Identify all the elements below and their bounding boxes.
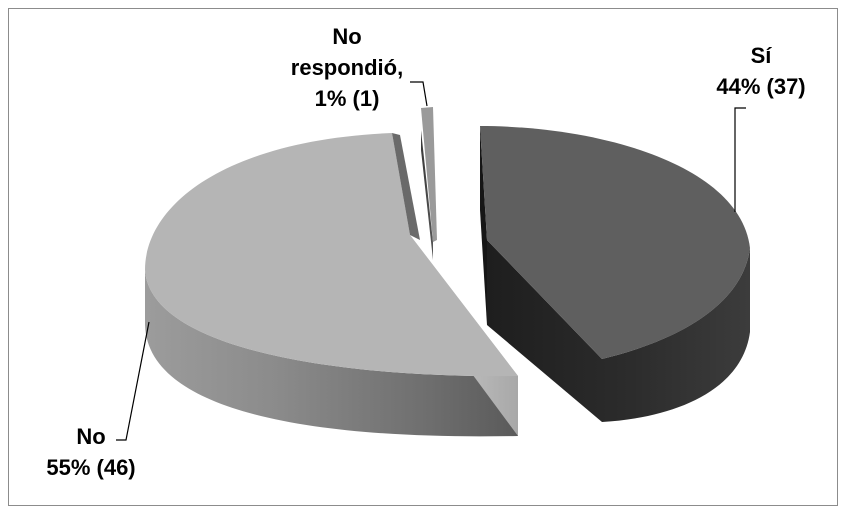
data-label-si: Sí 44% (37) [716,43,805,99]
slice-si-side [487,240,750,422]
slice-no-rim-shadow [392,133,420,240]
data-label-no: No 55% (46) [46,424,135,480]
slice-no-respondio-top [421,107,437,242]
labels-layer: Sí 44% (37) No 55% (46) No respondió, 1% (1) [46,24,805,480]
data-label-no-respondio: No respondió, 1% (1) [291,24,403,111]
slices-layer [145,107,750,437]
leader-line-si [734,107,746,212]
data-label-no-respondio-line: 1% (1) [315,86,380,111]
slice-no-respondio-side [421,130,433,260]
slice-no-side [145,270,518,437]
slice-no-respondio [421,107,437,260]
leader-line-no [116,321,150,441]
data-label-no-respondio-line: No [332,24,361,49]
data-label-si-line: 44% (37) [716,74,805,99]
slice-si-cut-face [480,126,487,325]
data-label-no-line: 55% (46) [46,455,135,480]
leader-line-no-respondio [410,81,428,107]
leader-lines [116,81,746,441]
data-label-si-line: Sí [751,43,773,68]
slice-no [145,133,518,437]
data-label-no-line: No [76,424,105,449]
slice-si-top [480,126,750,359]
slice-no-top [145,133,518,377]
data-label-no-respondio-line: respondió, [291,55,403,80]
slice-si [480,126,750,422]
